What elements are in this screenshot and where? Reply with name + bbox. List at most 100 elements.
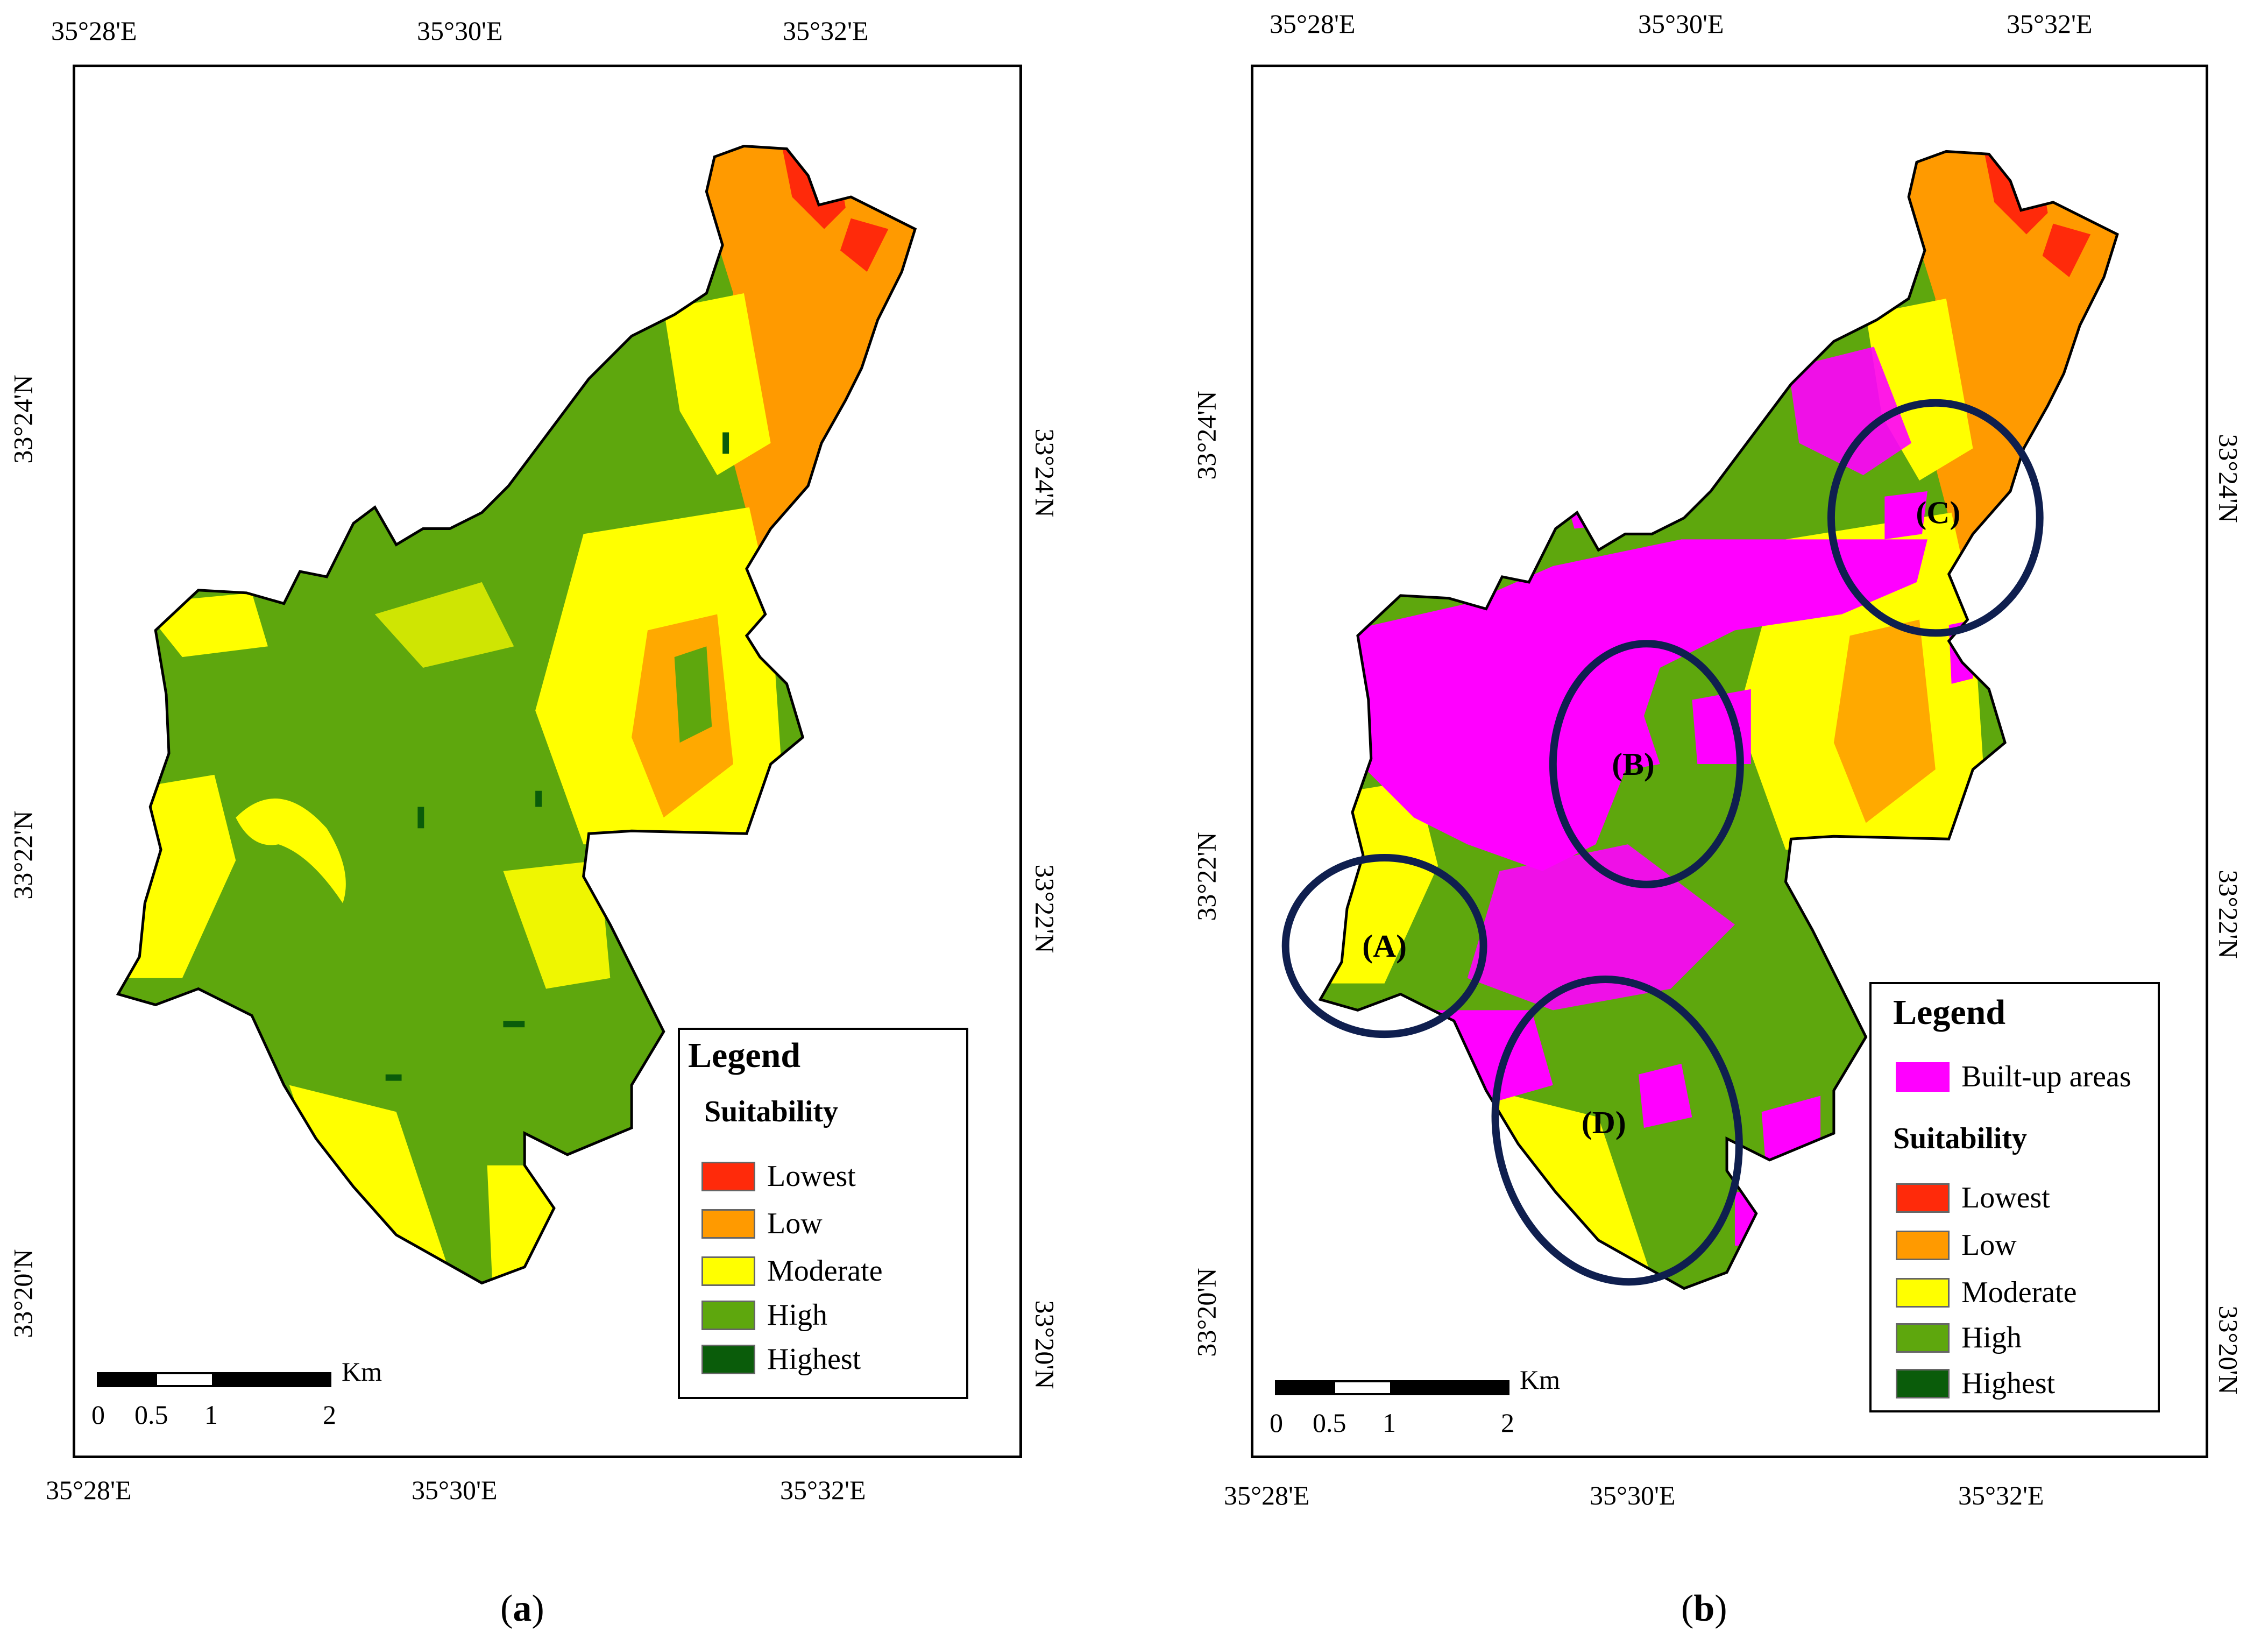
map-frame-b: (A) (B) (C) (D) Legend Built-up areas Su… (1251, 65, 2208, 1458)
bottom-tick-label: 35°28'E (1224, 1480, 1310, 1510)
legend-b: Legend Built-up areas Suitability Lowest… (1869, 982, 2160, 1412)
right-tick-label: 33°24'N (1030, 428, 1060, 518)
swatch-low (701, 1209, 755, 1239)
suitability-map-a (116, 145, 917, 1285)
swatch-lowest (1896, 1183, 1950, 1213)
zone-d-outline (1491, 976, 1743, 1286)
moderate-suitability-area (663, 293, 771, 476)
legend-item-lowest: Lowest (701, 1159, 856, 1193)
scale-segment (1275, 1380, 1334, 1395)
legend-label: Moderate (1961, 1276, 2077, 1309)
legend-label: Lowest (767, 1160, 856, 1193)
legend-item-lowest: Lowest (1896, 1181, 2050, 1215)
legend-item-low: Low (701, 1206, 823, 1241)
legend-item-highest: Highest (701, 1342, 861, 1376)
top-tick-label: 35°30'E (1638, 9, 1724, 39)
legend-item-moderate: Moderate (701, 1254, 883, 1288)
bottom-tick-label: 35°30'E (1590, 1480, 1676, 1510)
zone-d: (D) (1491, 976, 1743, 1286)
legend-item-high: High (701, 1298, 827, 1332)
caption-paren: ( (1681, 1588, 1694, 1629)
scale-segment (1391, 1380, 1509, 1395)
district-boundary-a (116, 145, 917, 1285)
zone-d-label: (D) (1582, 1105, 1626, 1140)
left-tick-label: 33°22'N (8, 810, 38, 900)
scale-label: 0.5 (1313, 1408, 1346, 1438)
legend-a: Legend Suitability Lowest Low Moderate H… (678, 1028, 968, 1399)
moderate-suitability-area (487, 1165, 557, 1283)
legend-label: Low (767, 1207, 823, 1240)
top-tick-label: 35°28'E (51, 16, 137, 46)
zone-a-outline (1281, 854, 1487, 1039)
top-tick-label: 35°30'E (417, 16, 503, 46)
moderate-suitability-area (236, 799, 346, 903)
zone-a-label: (A) (1362, 928, 1407, 964)
legend-label: Moderate (767, 1254, 883, 1288)
top-tick-label: 35°28'E (1270, 9, 1356, 39)
caption-a: (a) (500, 1587, 544, 1630)
right-tick-label: 33°22'N (1030, 864, 1060, 953)
legend-item-low: Low (1896, 1228, 2017, 1262)
swatch-highest (701, 1344, 755, 1374)
built-up-area (1734, 1192, 1767, 1246)
scale-segment (1333, 1380, 1392, 1395)
caption-letter: a (513, 1588, 532, 1629)
panel-b: (A) (B) (C) (D) Legend Built-up areas Su… (1183, 0, 2268, 1646)
left-tick-label: 33°24'N (8, 375, 38, 464)
swatch-built-up (1896, 1062, 1950, 1092)
bottom-tick-label: 35°30'E (412, 1475, 498, 1505)
high-suitability-patch (674, 646, 712, 743)
legend-subtitle: Suitability (704, 1095, 838, 1128)
left-tick-label: 33°20'N (1191, 1268, 1222, 1357)
moderate-suitability-area (1866, 298, 1973, 481)
low-suitability-area (1833, 619, 1936, 823)
suitability-map-b: (A) (B) (C) (D) (1281, 150, 2119, 1290)
zone-c-label: (C) (1916, 495, 1960, 531)
highest-suitability-patch (503, 1021, 525, 1028)
caption-paren: ) (1714, 1588, 1727, 1629)
built-up-area (1467, 844, 1735, 1011)
legend-label: Lowest (1961, 1181, 2050, 1214)
district-boundary-b (1318, 150, 2119, 1290)
lowest-suitability-patch (840, 218, 889, 272)
swatch-moderate (1896, 1277, 1950, 1308)
highest-suitability-patch (722, 432, 729, 454)
highest-suitability-patch (535, 790, 542, 807)
legend-item-built-up: Built-up areas (1896, 1059, 2131, 1094)
legend-label: High (1961, 1321, 2022, 1354)
left-tick-label: 33°24'N (1191, 391, 1222, 480)
scale-label: 0 (1270, 1408, 1283, 1438)
scale-label: 2 (323, 1400, 336, 1430)
scale-bar-b: Km 0 0.5 1 2 (1270, 1365, 1608, 1456)
swatch-moderate (701, 1256, 755, 1286)
bottom-tick-label: 35°28'E (46, 1475, 132, 1505)
caption-b: (b) (1681, 1587, 1727, 1630)
scale-segment (97, 1372, 156, 1387)
zone-b: (B) (1549, 640, 1744, 888)
legend-item-moderate: Moderate (1896, 1275, 2077, 1310)
bottom-tick-label: 35°32'E (1958, 1480, 2044, 1510)
swatch-low (1896, 1230, 1950, 1260)
moderate-suitability-area (289, 1085, 450, 1273)
lowest-suitability-patch (2042, 223, 2091, 278)
zone-b-label: (B) (1612, 746, 1655, 782)
built-up-area (1884, 491, 1927, 540)
scale-label: 1 (204, 1400, 218, 1430)
scale-segment (213, 1372, 331, 1387)
moderate-suitability-patch (374, 582, 514, 668)
legend-label: High (767, 1298, 827, 1332)
legend-item-high: High (1896, 1320, 2022, 1355)
swatch-high (701, 1300, 755, 1330)
caption-letter: b (1693, 1588, 1715, 1629)
built-up-area (1638, 1063, 1692, 1128)
panel-a: Legend Suitability Lowest Low Moderate H… (0, 0, 1130, 1646)
legend-title: Legend (1893, 993, 2006, 1032)
highest-suitability-patch (417, 807, 424, 829)
zone-a: (A) (1281, 854, 1487, 1039)
caption-paren: ( (500, 1588, 513, 1629)
left-tick-label: 33°22'N (1191, 832, 1222, 921)
highest-suitability-patch (385, 1074, 402, 1081)
built-up-area (1788, 347, 1912, 476)
right-tick-label: 33°20'N (2213, 1305, 2244, 1395)
legend-label: Highest (767, 1343, 861, 1376)
